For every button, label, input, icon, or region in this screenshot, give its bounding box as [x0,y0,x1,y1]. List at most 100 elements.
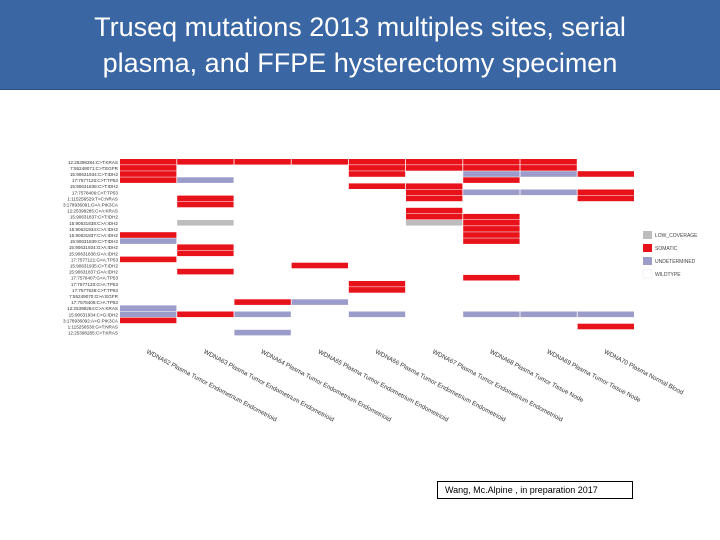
heatmap-cell [406,207,463,214]
row-label: 15:90631934:G>A:IDH2 [69,245,119,250]
row-label: 3:178936091:G>A:PIK3CA [63,203,119,208]
heatmap-cell [463,213,520,220]
row-label: 1:115256530:G>T:NRAS [68,325,118,330]
heatmap-cell [120,177,177,183]
heatmap-cell [577,244,634,250]
heatmap-cell [120,256,177,263]
heatmap-cell [177,311,234,318]
heatmap-cell [177,213,234,220]
row-label: 17:7577120:C>T:TP53 [72,178,119,183]
heatmap-cell [120,311,177,318]
heatmap-cell [177,305,234,311]
heatmap-cell [520,232,577,238]
heatmap-cell [406,256,463,263]
heatmap-cell [463,305,520,311]
heatmap-cell [577,238,634,244]
row-label: 17:7578406:C>A:TP53 [71,300,118,305]
heatmap-cell [406,323,463,330]
heatmap-cell [577,159,634,165]
heatmap-cell [234,250,291,257]
heatmap-cell [120,305,177,311]
heatmap-cell [577,311,634,318]
heatmap-cell [234,207,291,214]
row-label: 15:90631934:C>T:IDH2 [70,172,119,177]
heatmap-cell [520,299,577,305]
heatmap-cell [406,274,463,281]
heatmap-cell [120,171,177,177]
column-label: WDNA68 Plasma Tumor Tissue Node [488,348,585,404]
heatmap-cell [520,207,577,214]
heatmap-cell [348,232,406,238]
heatmap-cell [234,262,291,269]
heatmap-cell [463,244,520,250]
heatmap-cell [520,268,577,275]
heatmap-cell [520,189,577,196]
heatmap-cell [120,323,177,330]
heatmap-cell [520,213,577,220]
heatmap-cell [348,244,406,250]
heatmap-cell [234,189,291,196]
heatmap-cell [577,177,634,183]
row-label: 15:90631837:G>A:IDH2 [69,270,119,275]
heatmap-cell [348,213,406,220]
heatmap-cell [348,268,406,275]
heatmap-cell [463,323,520,330]
heatmap-cell [291,256,348,263]
heatmap-cell [291,183,348,189]
heatmap-cell [234,177,291,183]
heatmap-cell [520,220,577,226]
row-label: 17:7578407:G>A:TP53 [71,276,119,281]
heatmap-cell [291,171,348,177]
heatmap-cell [120,268,177,275]
heatmap-cell [577,268,634,275]
heatmap-cell [120,207,177,214]
heatmap-cell [348,305,406,311]
heatmap-cell [177,299,234,305]
heatmap-cell [406,287,463,293]
heatmap-cell [120,159,177,165]
row-label: 15:90631838:G>A:IDH2 [69,251,119,256]
heatmap-cell [234,256,291,263]
row-label: 12:25398285:C>T:KRAS [68,331,118,336]
heatmap-cell [463,274,520,281]
row-label: 3:178936092:A>G:PIK3CA [63,318,119,323]
heatmap-cell [177,232,234,238]
heatmap-cell [177,329,234,336]
heatmap-cell [577,262,634,269]
heatmap-cell [177,159,234,165]
heatmap-cell [463,195,520,202]
row-label: 15:90631838:C>A:IDH2 [69,221,118,226]
heatmap-cell [234,317,291,324]
heatmap-cell [463,232,520,238]
heatmap-cell [291,299,348,305]
heatmap-cell [234,299,291,305]
heatmap-cell [577,317,634,324]
heatmap-cell [291,323,348,330]
heatmap-cell [577,207,634,214]
heatmap-cell [120,293,177,299]
heatmap-cell [406,165,463,171]
heatmap-cell [120,165,177,171]
heatmap-cell [234,226,291,232]
heatmap-cell [463,183,520,189]
heatmap-cell [177,189,234,196]
heatmap-cell [177,171,234,177]
heatmap-cell [291,177,348,183]
heatmap-cell [348,293,406,299]
row-label: 17:7577121:G>A:TP53 [71,257,119,262]
heatmap-cell [348,177,406,183]
heatmap-cell [348,238,406,244]
heatmap-cell [120,274,177,281]
heatmap-cell [177,317,234,324]
heatmap-cell [577,329,634,336]
heatmap-cell [120,299,177,305]
heatmap-cell [348,159,406,165]
heatmap-cell [234,238,291,244]
heatmap-cell [577,256,634,263]
heatmap-cell [177,195,234,202]
heatmap-cell [291,207,348,214]
title-line-2: plasma, and FFPE hysterectomy specimen [102,48,618,78]
heatmap-cell [406,220,463,226]
heatmap-cell [406,238,463,244]
heatmap-cell [120,201,177,208]
